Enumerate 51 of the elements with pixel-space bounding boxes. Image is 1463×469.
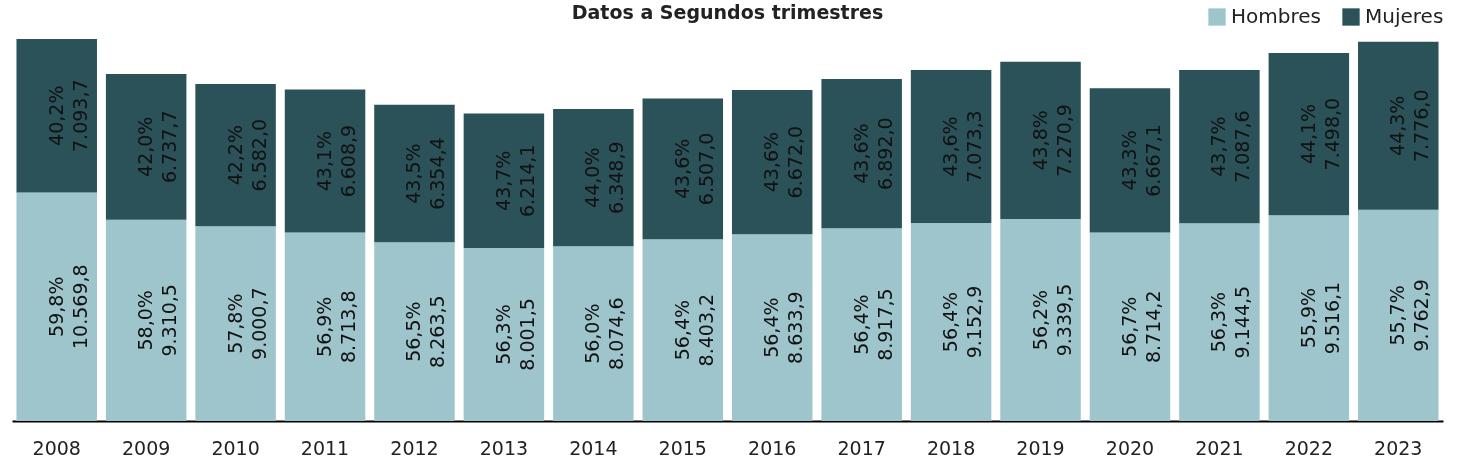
data-label: 43,5% 6.354,4: [402, 137, 449, 210]
data-label: 56,4% 8.633,9: [760, 291, 807, 364]
data-label: 56,4% 8.403,2: [670, 293, 717, 367]
data-label: 43,3% 6.667,1: [1117, 124, 1164, 197]
x-tick-label: 2020: [1105, 436, 1155, 459]
x-tick-label: 2012: [390, 436, 439, 459]
data-label: 43,6% 6.892,0: [849, 117, 896, 190]
x-tick-label: 2019: [1016, 436, 1065, 459]
data-label: 40,2% 7.093,7: [44, 79, 91, 152]
data-label: 56,3% 9.144,5: [1207, 285, 1254, 359]
data-label: 58,0% 9.310,5: [134, 284, 181, 357]
x-tick-label: 2013: [479, 436, 529, 459]
x-tick-label: 2015: [658, 436, 707, 459]
data-label: 44,0% 6.348,9: [581, 141, 628, 214]
legend-label: Mujeres: [1365, 4, 1444, 28]
data-label: 43,7% 6.214,1: [491, 144, 538, 218]
data-label: 42,2% 6.582,0: [223, 118, 270, 192]
x-tick-label: 2017: [837, 436, 886, 459]
data-label: 59,8% 10.569,8: [44, 264, 91, 350]
x-tick-label: 2008: [32, 436, 81, 459]
data-label: 56,9% 8.713,8: [313, 290, 360, 364]
data-label: 43,6% 7.073,3: [939, 110, 986, 183]
data-label: 55,7% 9.762,9: [1386, 279, 1433, 352]
x-tick-label: 2016: [748, 436, 797, 459]
x-tick-label: 2022: [1284, 436, 1334, 459]
data-label: 42,0% 6.737,7: [134, 110, 181, 184]
x-tick-label: 2011: [300, 436, 350, 459]
data-label: 56,3% 8.001,5: [491, 298, 538, 371]
data-label: 56,4% 8.917,5: [849, 288, 896, 361]
data-label: 56,4% 9.152,9: [939, 285, 986, 359]
data-label: 43,6% 6.507,0: [670, 132, 717, 206]
data-label: 43,1% 6.608,9: [313, 124, 360, 198]
data-label: 43,8% 7.270,9: [1028, 104, 1075, 177]
x-tick-label: 2018: [926, 436, 976, 459]
x-tick-label: 2021: [1195, 436, 1244, 459]
data-label: 57,8% 9.000,7: [223, 287, 270, 360]
chart-title: Datos a Segundos trimestres: [571, 1, 884, 23]
x-tick-label: 2023: [1374, 436, 1423, 459]
x-tick-label: 2014: [569, 436, 618, 459]
x-tick-label: 2009: [121, 436, 171, 459]
data-label: 55,9% 9.516,1: [1296, 281, 1343, 355]
data-label: 56,7% 8.714,2: [1117, 290, 1164, 364]
data-label: 56,5% 8.263,5: [402, 295, 449, 368]
data-label: 44,3% 7.776,0: [1386, 89, 1433, 163]
data-label: 44,1% 7.498,0: [1296, 97, 1343, 171]
data-label: 56,0% 8.074,6: [581, 297, 628, 370]
legend-label: Hombres: [1231, 4, 1321, 28]
data-label: 43,6% 6.672,0: [760, 125, 807, 199]
x-tick-label: 2010: [211, 436, 260, 459]
data-label: 43,7% 7.087,6: [1207, 110, 1254, 183]
data-label: 56,2% 9.339,5: [1028, 283, 1075, 357]
